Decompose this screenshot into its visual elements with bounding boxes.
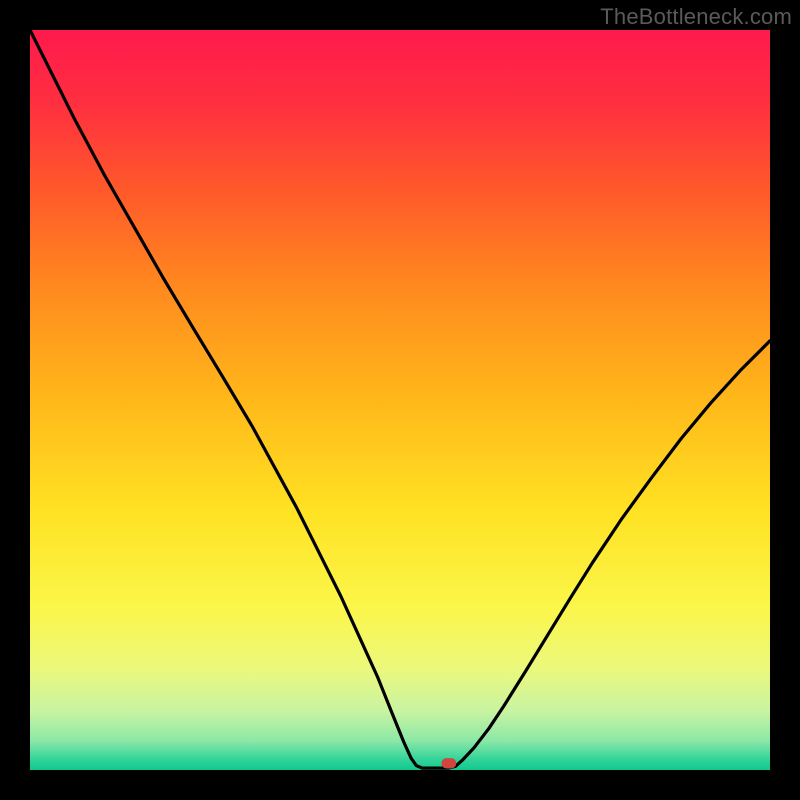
frame-border <box>0 770 800 800</box>
frame-border <box>0 0 800 30</box>
plot-background <box>30 30 770 770</box>
frame-border <box>770 0 800 800</box>
chart-container: TheBottleneck.com <box>0 0 800 800</box>
frame-border <box>0 0 30 800</box>
bottleneck-curve-chart <box>0 0 800 800</box>
optimum-marker <box>441 758 456 768</box>
